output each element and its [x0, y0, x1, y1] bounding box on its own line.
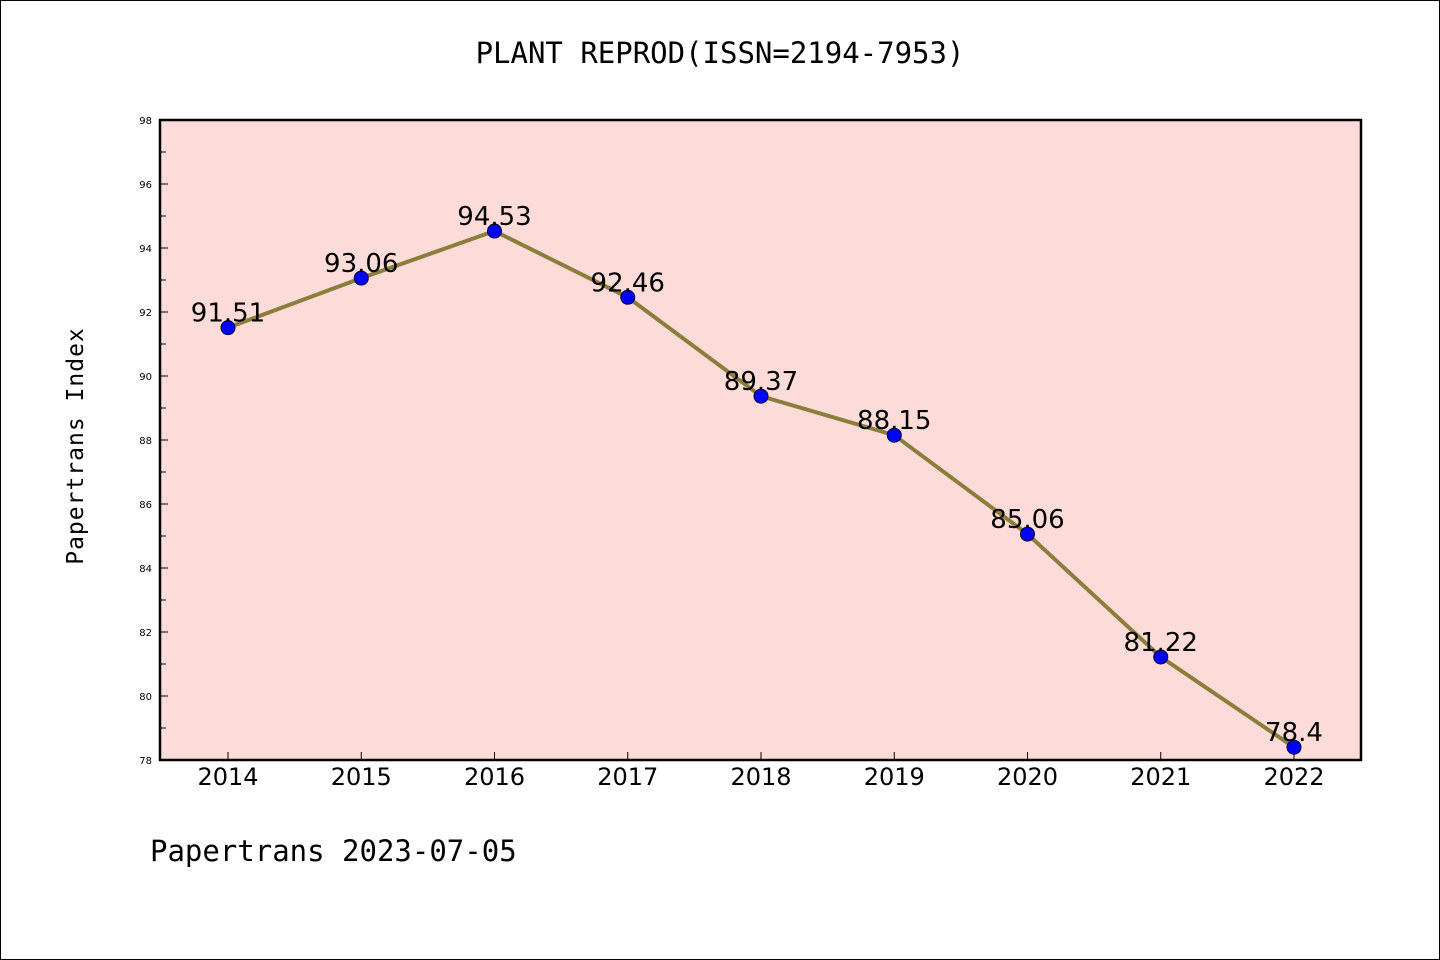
data-label: 88.15	[857, 406, 931, 436]
y-tick-label: 86	[139, 500, 152, 511]
y-axis: 78 80 82 84 86 88 90 92 94 96 98	[139, 116, 168, 767]
x-tick-label: 2016	[464, 763, 525, 791]
x-axis: 2014 2015 2016 2017 2018 2019 2020 2021 2022	[197, 752, 1325, 791]
data-label: 78.4	[1265, 718, 1323, 748]
y-tick-label: 84	[139, 564, 152, 575]
data-label: 92.46	[591, 268, 665, 298]
footer-note: Papertrans 2023-07-05	[150, 834, 517, 868]
x-tick-label: 2015	[331, 763, 392, 791]
data-point	[220, 320, 236, 336]
data-label: 85.06	[990, 505, 1064, 535]
y-tick-label: 80	[139, 692, 152, 703]
x-tick-label: 2019	[864, 763, 925, 791]
data-point	[1153, 649, 1169, 665]
y-tick-label: 96	[139, 180, 152, 191]
data-label: 81.22	[1124, 628, 1198, 658]
data-point	[487, 223, 502, 239]
y-tick-label: 90	[139, 372, 152, 383]
x-tick-label: 2020	[997, 763, 1058, 791]
data-label: 91.51	[191, 299, 265, 329]
series-markers	[220, 223, 1302, 755]
x-tick-label: 2022	[1263, 763, 1324, 791]
data-label: 93.06	[324, 249, 398, 279]
data-point	[753, 388, 769, 404]
y-tick-label: 88	[139, 436, 152, 447]
y-tick-label: 82	[139, 628, 152, 639]
data-point	[353, 270, 369, 286]
data-point	[1286, 739, 1302, 755]
x-tick-label: 2014	[197, 763, 258, 791]
y-tick-label: 92	[139, 308, 152, 319]
plot-area	[158, 118, 1363, 762]
data-point	[1020, 526, 1035, 542]
x-tick-label: 2018	[730, 763, 791, 791]
chart-title: PLANT REPROD(ISSN=2194-7953)	[475, 36, 965, 70]
y-tick-label: 78	[139, 756, 152, 767]
data-labels: 91.51 93.06 94.53 92.46 89.37 88.15 85.06 81.22…	[191, 202, 1323, 748]
data-point	[620, 289, 636, 305]
data-point	[886, 427, 902, 443]
x-tick-label: 2017	[597, 763, 658, 791]
y-tick-label: 94	[139, 244, 152, 255]
data-label: 89.37	[724, 367, 798, 397]
data-label: 94.53	[457, 202, 531, 232]
y-tick-label: 98	[139, 116, 152, 127]
x-tick-label: 2021	[1130, 763, 1191, 791]
